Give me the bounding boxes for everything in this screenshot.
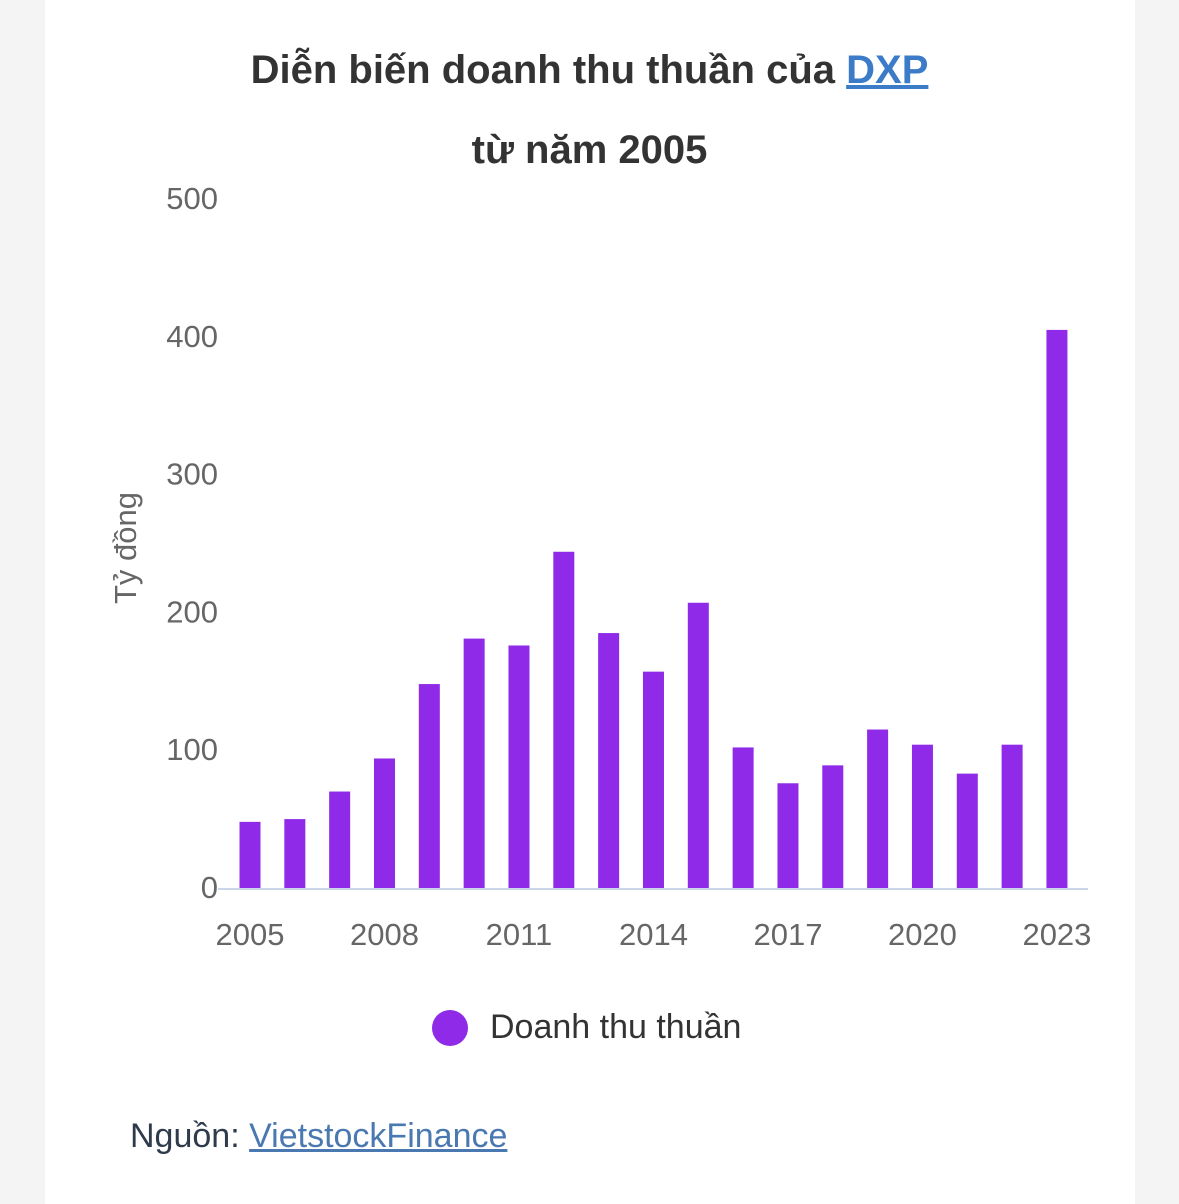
source-label: Nguồn:	[130, 1117, 250, 1155]
y-tick-label: 300	[166, 457, 218, 492]
bar-2022[interactable]	[1001, 744, 1023, 888]
bar-2011[interactable]	[508, 645, 530, 888]
title-text: Diễn biến doanh thu thuần của	[250, 48, 847, 92]
x-tick-label: 2008	[350, 917, 419, 952]
y-tick-label: 0	[201, 870, 218, 905]
source-link[interactable]: VietstockFinance	[249, 1117, 508, 1155]
x-tick-label: 2023	[1022, 917, 1091, 952]
bar-2015[interactable]	[687, 602, 709, 888]
y-tick-label: 500	[166, 181, 218, 216]
x-tick-label: 2020	[888, 917, 957, 952]
y-axis-title: Tỷ đồng	[108, 492, 143, 604]
source-line: Nguồn: VietstockFinance	[130, 1117, 507, 1156]
x-tick-label: 2017	[753, 917, 822, 952]
y-tick-label: 400	[166, 319, 218, 354]
chart-title-line2: từ năm 2005	[471, 128, 708, 172]
bar-2020[interactable]	[911, 744, 933, 888]
legend-dot-icon	[432, 1009, 468, 1046]
bar-2012[interactable]	[553, 551, 575, 888]
bar-2010[interactable]	[463, 638, 485, 888]
bar-2006[interactable]	[284, 819, 306, 888]
y-tick-label: 200	[166, 594, 218, 629]
bar-2007[interactable]	[329, 791, 351, 888]
bar-2016[interactable]	[732, 747, 754, 888]
ticker-link[interactable]: DXP	[846, 48, 929, 92]
bar-2008[interactable]	[373, 758, 395, 888]
bar-2018[interactable]	[822, 765, 844, 888]
bar-2014[interactable]	[642, 671, 664, 888]
bar-2013[interactable]	[598, 633, 620, 888]
legend-label: Doanh thu thuần	[490, 1008, 742, 1046]
x-tick-label: 2014	[619, 917, 688, 952]
bar-2019[interactable]	[867, 729, 889, 888]
bar-2023[interactable]	[1046, 329, 1068, 888]
y-tick-label: 100	[166, 732, 218, 767]
bar-2021[interactable]	[956, 773, 978, 888]
legend-item[interactable]: Doanh thu thuần	[432, 1008, 741, 1047]
bar-2005[interactable]	[239, 821, 261, 888]
chart-title-line1: Diễn biến doanh thu thuần của DXP	[0, 48, 1179, 93]
x-tick-label: 2005	[216, 917, 285, 952]
bar-2009[interactable]	[418, 684, 440, 888]
chart-card	[45, 0, 1135, 1204]
x-tick-label: 2011	[486, 917, 553, 952]
bar-2017[interactable]	[777, 783, 799, 888]
